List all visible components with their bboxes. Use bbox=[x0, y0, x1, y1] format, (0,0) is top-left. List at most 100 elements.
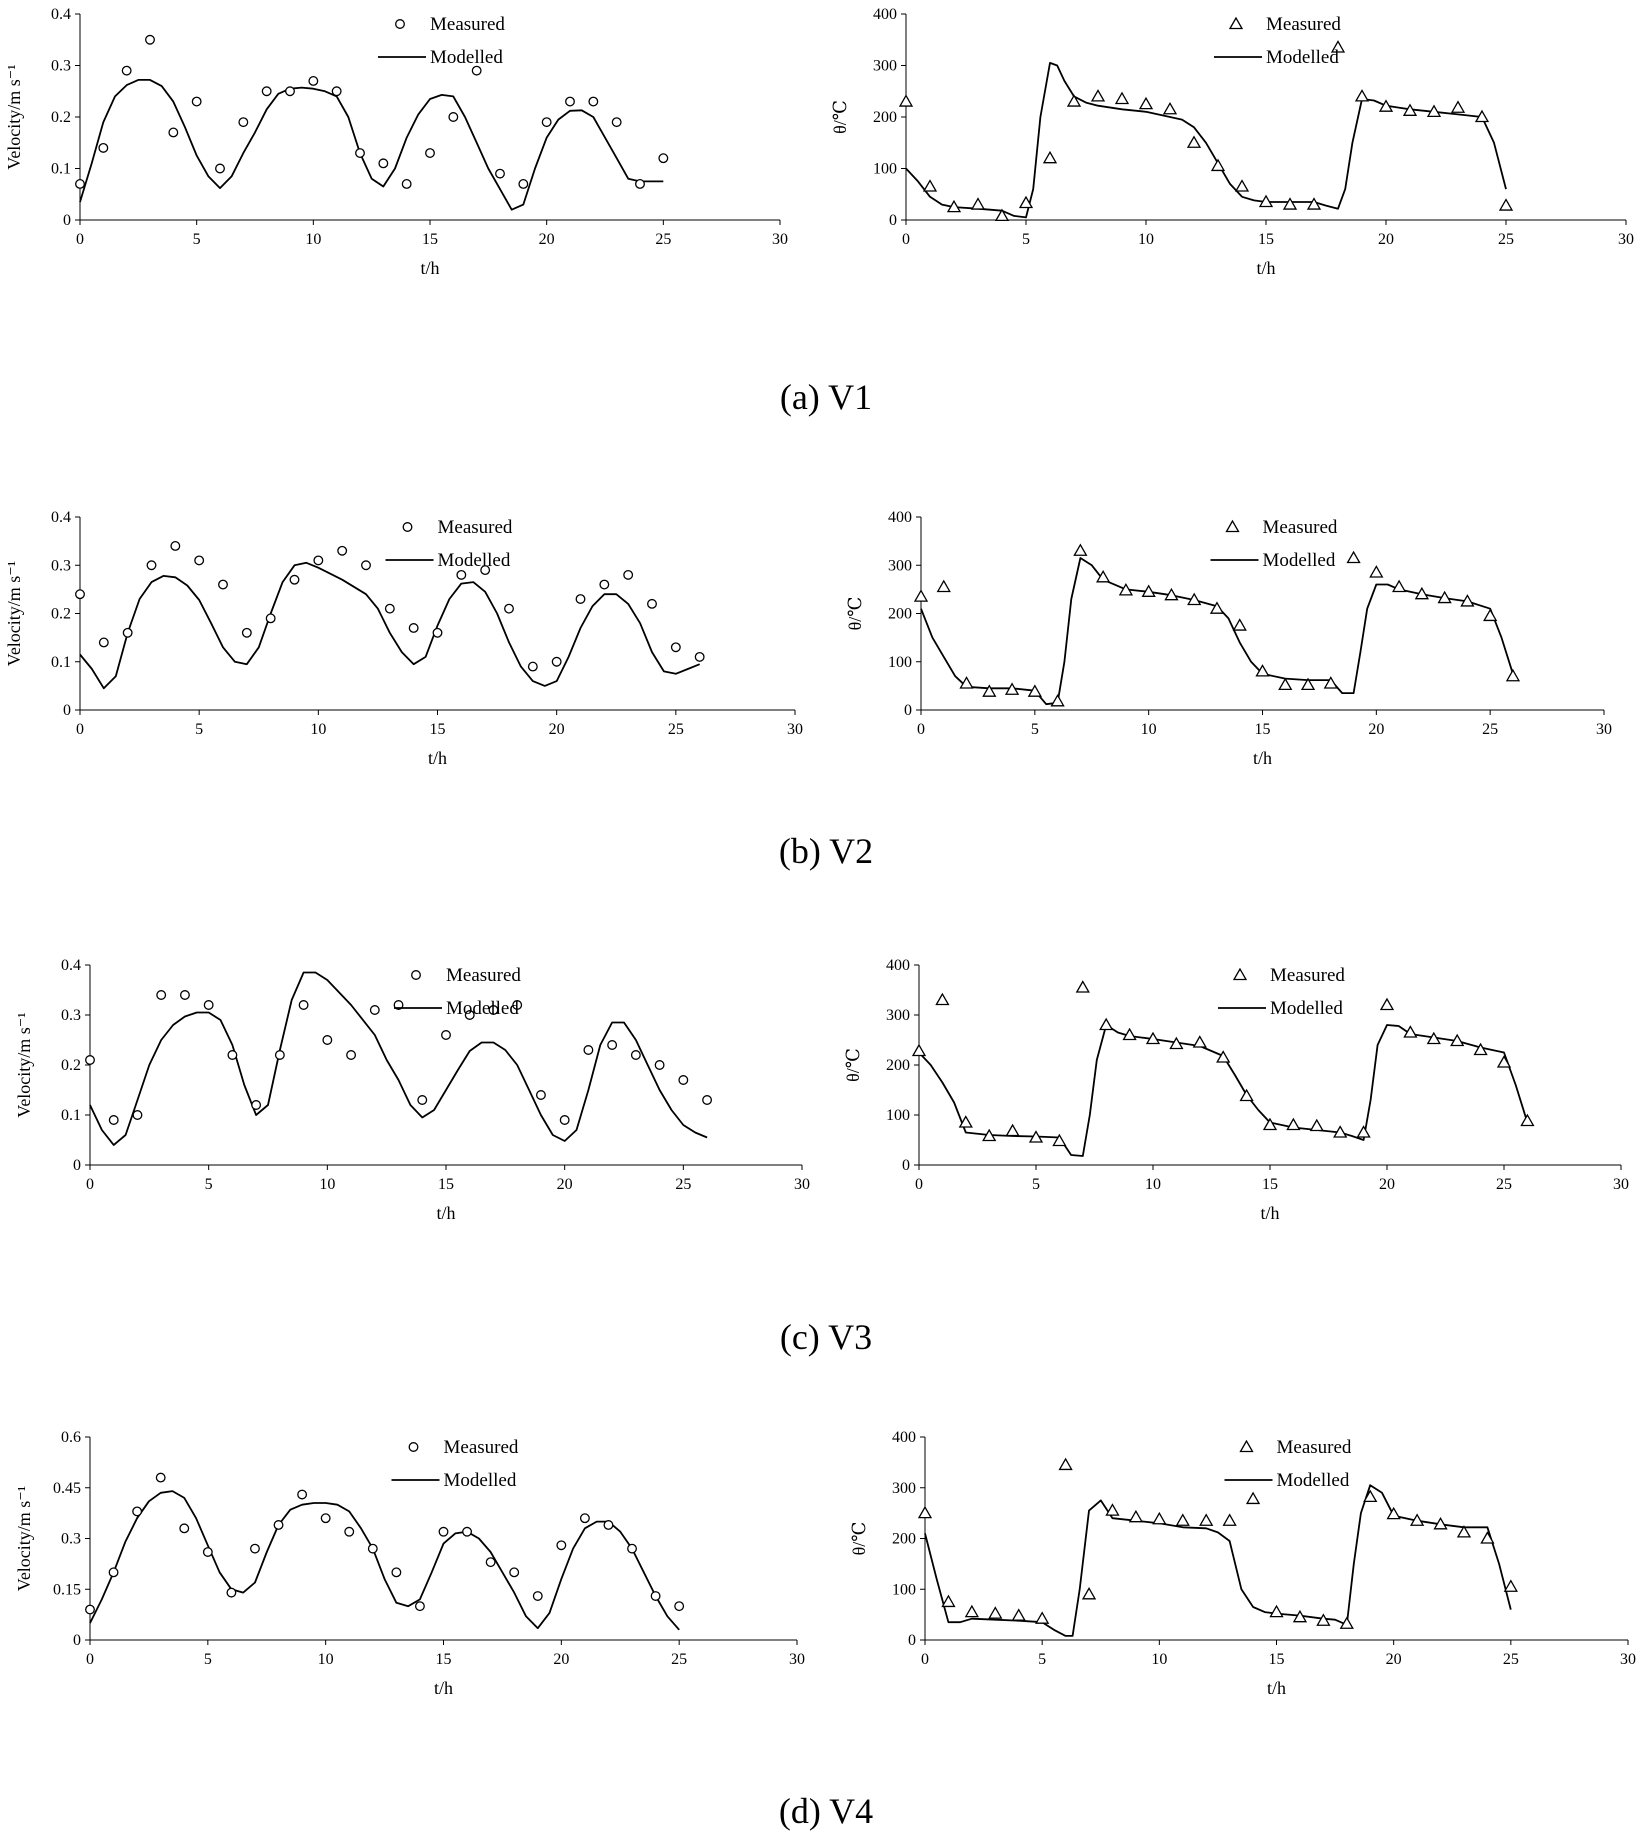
measured-point bbox=[1052, 1133, 1067, 1147]
measured-point bbox=[535, 1090, 546, 1100]
y-tick-label: 0.45 bbox=[53, 1480, 81, 1497]
x-tick-label: 30 bbox=[772, 231, 788, 248]
measured-point bbox=[1114, 91, 1130, 105]
measured-point bbox=[658, 153, 669, 164]
legend-measured-marker bbox=[1232, 967, 1248, 981]
measured-point bbox=[970, 197, 986, 210]
caption-a: (a) V1 bbox=[779, 377, 873, 417]
measured-point bbox=[108, 1115, 119, 1125]
x-tick-label: 30 bbox=[1620, 1651, 1636, 1668]
measured-point bbox=[1356, 1125, 1371, 1138]
measured-point bbox=[1192, 1035, 1207, 1048]
measured-point bbox=[518, 178, 529, 189]
measured-point bbox=[179, 990, 190, 1000]
y-tick-label: 0 bbox=[73, 1157, 81, 1174]
y-tick-label: 400 bbox=[886, 957, 910, 974]
legend-measured-marker bbox=[408, 1442, 419, 1452]
y-axis-label: θ/℃ bbox=[845, 597, 865, 631]
measured-point bbox=[346, 1050, 357, 1060]
measured-point bbox=[378, 158, 389, 169]
x-tick-label: 5 bbox=[195, 721, 203, 738]
y-tick-label: 0.2 bbox=[51, 606, 71, 623]
measured-point bbox=[1316, 1613, 1331, 1626]
measured-point bbox=[623, 569, 634, 580]
measured-point bbox=[367, 1543, 378, 1554]
measured-point bbox=[1073, 543, 1088, 556]
x-tick-label: 5 bbox=[1032, 1176, 1040, 1193]
measured-point bbox=[1005, 1123, 1020, 1137]
chart-a-velocity: 0 5 10 15 20 25 30 0 0.1 0.2 0.3 0.4 t/h Velocity/m s… bbox=[4, 6, 788, 278]
measured-point bbox=[982, 684, 997, 697]
measured-point bbox=[1391, 579, 1407, 593]
measured-point bbox=[922, 179, 938, 192]
measured-point bbox=[958, 1115, 973, 1128]
measured-point bbox=[1520, 1113, 1535, 1127]
measured-point bbox=[559, 1115, 570, 1125]
measured-point bbox=[603, 1520, 614, 1530]
measured-point bbox=[191, 96, 202, 107]
legend-measured-marker bbox=[395, 19, 405, 29]
x-tick-label: 0 bbox=[76, 721, 84, 738]
measured-point bbox=[1379, 997, 1395, 1011]
measured-point bbox=[541, 117, 552, 128]
measured-point bbox=[1175, 1513, 1190, 1526]
x-tick-label: 5 bbox=[193, 231, 201, 248]
x-tick-label: 30 bbox=[1613, 1176, 1629, 1193]
measured-point bbox=[132, 1110, 143, 1120]
measured-point bbox=[98, 142, 109, 153]
legend-measured-marker bbox=[411, 970, 421, 980]
x-tick-label: 10 bbox=[318, 1651, 334, 1668]
measured-point bbox=[251, 1100, 262, 1110]
measured-point bbox=[1262, 1117, 1278, 1131]
legend-measured-marker bbox=[1239, 1439, 1254, 1453]
measured-point bbox=[982, 1128, 997, 1142]
measured-point bbox=[75, 178, 85, 189]
caption-c: (c) V3 bbox=[779, 1317, 873, 1357]
x-axis-label: t/h bbox=[420, 258, 439, 278]
x-axis-label: t/h bbox=[436, 1203, 455, 1223]
measured-point bbox=[238, 117, 249, 128]
measured-point bbox=[1402, 103, 1418, 116]
y-axis-label: Velocity/m s⁻¹ bbox=[4, 64, 24, 169]
measured-point bbox=[678, 1075, 689, 1085]
measured-point bbox=[607, 1040, 618, 1050]
x-tick-label: 15 bbox=[1255, 721, 1271, 738]
measured-point bbox=[1209, 601, 1225, 614]
measured-point bbox=[132, 1506, 143, 1517]
y-tick-label: 400 bbox=[892, 1429, 916, 1446]
measured-point bbox=[1239, 1088, 1254, 1102]
measured-point bbox=[408, 623, 419, 633]
x-tick-label: 5 bbox=[1038, 1651, 1046, 1668]
x-tick-label: 0 bbox=[917, 721, 925, 738]
measured-point bbox=[215, 163, 225, 174]
measured-point bbox=[145, 34, 155, 45]
legend-modelled-label: Modelled bbox=[1263, 550, 1336, 571]
measured-point bbox=[911, 1043, 927, 1057]
measured-point bbox=[599, 579, 610, 590]
measured-point bbox=[320, 1513, 331, 1524]
measured-point bbox=[355, 148, 365, 159]
x-tick-label: 20 bbox=[1386, 1651, 1402, 1668]
measured-point bbox=[337, 545, 348, 556]
measured-point bbox=[1232, 618, 1247, 631]
y-tick-label: 300 bbox=[892, 1480, 916, 1497]
measured-point bbox=[1058, 1457, 1073, 1471]
measured-point bbox=[1145, 1031, 1161, 1045]
measured-point bbox=[1081, 1587, 1097, 1600]
measured-point bbox=[1128, 1509, 1144, 1523]
legend-measured-marker bbox=[1225, 519, 1240, 533]
x-tick-label: 30 bbox=[789, 1651, 805, 1668]
measured-point bbox=[1473, 1042, 1488, 1056]
measured-point bbox=[227, 1050, 238, 1060]
legend-measured-label: Measured bbox=[438, 517, 513, 538]
x-tick-label: 20 bbox=[1379, 1176, 1395, 1193]
measured-point bbox=[1169, 1036, 1184, 1050]
measured-point bbox=[274, 1050, 285, 1060]
measured-point bbox=[401, 178, 412, 189]
measured-point bbox=[495, 168, 505, 179]
measured-point bbox=[1096, 570, 1111, 583]
measured-point bbox=[647, 598, 657, 609]
measured-point bbox=[1426, 104, 1442, 117]
legend-measured-label: Measured bbox=[1270, 965, 1345, 986]
measured-point bbox=[1414, 586, 1429, 600]
